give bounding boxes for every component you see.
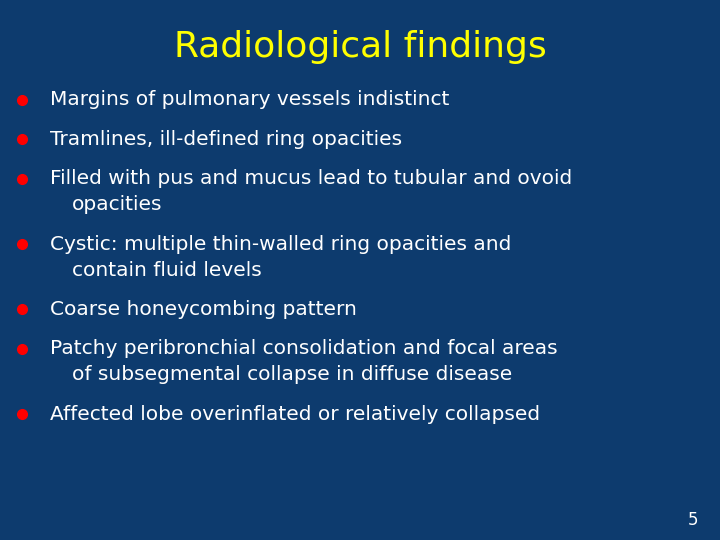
- Text: Affected lobe overinflated or relatively collapsed: Affected lobe overinflated or relatively…: [50, 404, 541, 424]
- Text: Filled with pus and mucus lead to tubular and ovoid: Filled with pus and mucus lead to tubula…: [50, 169, 572, 188]
- Text: 5: 5: [688, 511, 698, 529]
- Text: opacities: opacities: [72, 195, 163, 214]
- Text: Radiological findings: Radiological findings: [174, 30, 546, 64]
- Text: Coarse honeycombing pattern: Coarse honeycombing pattern: [50, 300, 357, 319]
- Text: Patchy peribronchial consolidation and focal areas: Patchy peribronchial consolidation and f…: [50, 339, 558, 359]
- Text: of subsegmental collapse in diffuse disease: of subsegmental collapse in diffuse dise…: [72, 365, 512, 384]
- Text: contain fluid levels: contain fluid levels: [72, 260, 262, 280]
- Text: Cystic: multiple thin-walled ring opacities and: Cystic: multiple thin-walled ring opacit…: [50, 234, 512, 254]
- Text: Margins of pulmonary vessels indistinct: Margins of pulmonary vessels indistinct: [50, 90, 450, 110]
- Text: Tramlines, ill-defined ring opacities: Tramlines, ill-defined ring opacities: [50, 130, 402, 149]
